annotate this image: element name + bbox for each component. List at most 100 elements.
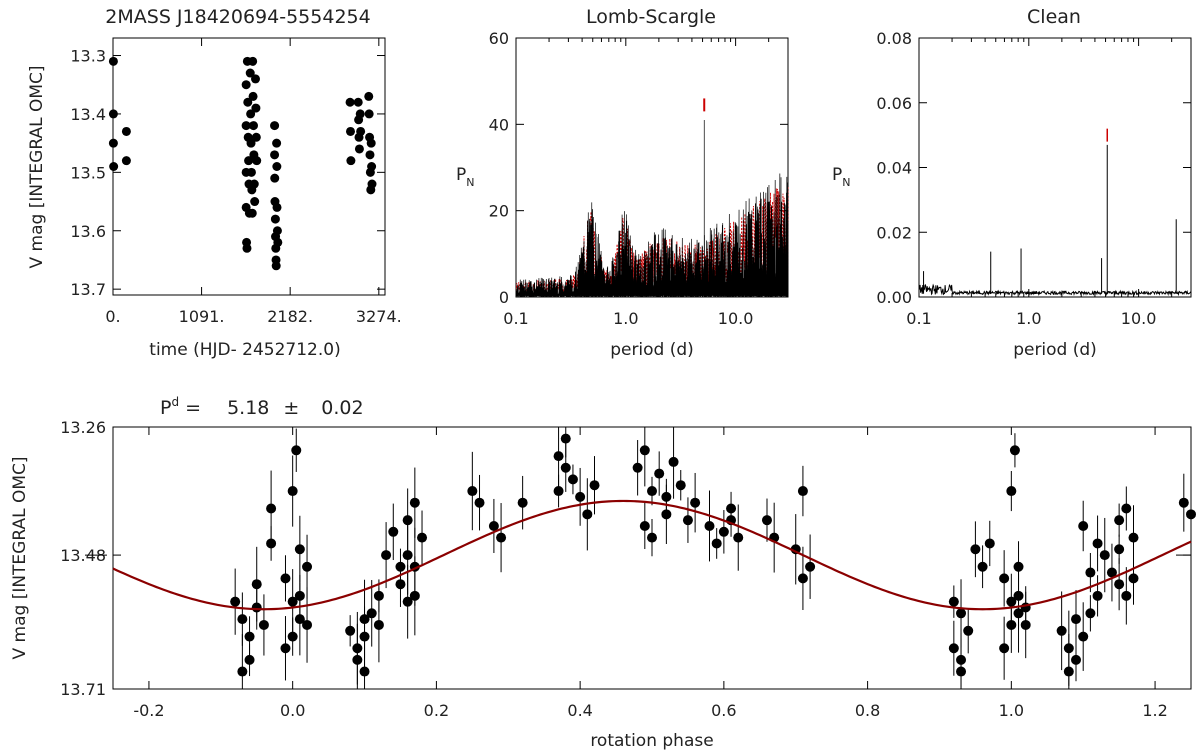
x-tick-label: 0.0 xyxy=(280,701,305,720)
phased-point xyxy=(977,561,988,572)
y-tick-label: 20 xyxy=(489,202,509,221)
y-tick-label: 60 xyxy=(489,29,509,48)
lightcurve-point xyxy=(252,156,262,166)
lightcurve-ylabel: V mag [INTEGRAL OMC] xyxy=(27,65,47,268)
phased-point xyxy=(1114,544,1125,555)
lombscargle-periodogram-line xyxy=(515,120,789,298)
phased-point xyxy=(1121,503,1132,514)
phased-point xyxy=(1121,590,1132,601)
phased-point xyxy=(1071,654,1082,665)
phased-point xyxy=(560,433,571,444)
lightcurve-point xyxy=(246,109,256,119)
x-tick-label: 3274. xyxy=(356,307,402,326)
phased-point xyxy=(1092,538,1103,549)
lightcurve-point xyxy=(251,103,261,113)
phased-point xyxy=(632,462,643,473)
phased-point xyxy=(280,643,291,654)
phased-point xyxy=(1071,614,1082,625)
phased-point xyxy=(711,538,722,549)
phased-point xyxy=(287,596,298,607)
phased-point xyxy=(1092,590,1103,601)
lightcurve-point xyxy=(273,237,283,247)
phased-point xyxy=(287,631,298,642)
phased-point xyxy=(726,503,737,514)
lightcurve-point xyxy=(354,144,364,154)
phased-point xyxy=(302,561,313,572)
phased-point xyxy=(589,480,600,491)
phased-point xyxy=(244,631,255,642)
phased-point xyxy=(553,451,564,462)
lightcurve-point xyxy=(241,80,251,90)
lightcurve-point xyxy=(121,156,131,166)
phased-point xyxy=(302,619,313,630)
lombscargle-frame xyxy=(515,37,789,298)
lombscargle-yticks: 0 20 40 60 xyxy=(489,29,788,307)
lightcurve-point xyxy=(244,156,254,166)
lightcurve-point xyxy=(367,179,377,189)
phased-point xyxy=(970,544,981,555)
phased-point xyxy=(294,544,305,555)
lightcurve-point xyxy=(251,132,261,142)
phased-panel: Pd = 5.18 ±0.02 rotation phase V mag [INTE… xyxy=(10,395,1196,751)
phased-point xyxy=(1106,567,1117,578)
phased-point xyxy=(417,532,428,543)
lightcurve-point xyxy=(108,109,118,119)
phased-xlabel: rotation phase xyxy=(590,731,713,751)
phased-point xyxy=(1085,567,1096,578)
phased-point xyxy=(1056,625,1067,636)
x-tick-label: 1.2 xyxy=(1142,701,1167,720)
phased-point xyxy=(373,590,384,601)
phased-point xyxy=(287,486,298,497)
lombscargle-ylabel: PN xyxy=(456,165,475,189)
phased-point xyxy=(654,468,665,479)
lightcurve-point xyxy=(109,162,119,171)
y-tick-label: 0.08 xyxy=(876,29,912,48)
phased-point xyxy=(797,486,808,497)
phased-point xyxy=(409,497,420,508)
y-tick-label: 13.6 xyxy=(70,222,106,241)
lightcurve-point xyxy=(270,121,280,131)
phased-yticks: 13.26 13.48 13.71 xyxy=(60,418,1191,699)
phased-point xyxy=(1128,573,1139,584)
phased-point xyxy=(567,474,578,485)
phased-point xyxy=(582,509,593,520)
phased-point xyxy=(388,526,399,537)
phased-point xyxy=(639,445,650,456)
phased-point xyxy=(999,573,1010,584)
x-tick-label: 2182. xyxy=(267,307,313,326)
phased-point xyxy=(690,497,701,508)
lightcurve-point xyxy=(270,214,280,224)
phased-point xyxy=(1099,550,1110,561)
lightcurve-point xyxy=(108,56,118,66)
lightcurve-point xyxy=(353,97,363,107)
x-tick-label: 1.0 xyxy=(613,309,638,328)
phased-point xyxy=(251,579,262,590)
phased-point xyxy=(402,596,413,607)
clean-panel: Clean period (d) PN 0.1 1.0 10.0 0.000.020… xyxy=(832,6,1192,360)
phased-point xyxy=(948,596,959,607)
lightcurve-point xyxy=(366,138,376,148)
phased-points xyxy=(230,427,1196,689)
phased-point xyxy=(1114,515,1125,526)
lightcurve-point xyxy=(364,109,374,119)
phased-point xyxy=(682,515,693,526)
phased-frame xyxy=(112,426,1192,690)
lightcurve-points xyxy=(108,56,377,271)
phased-point xyxy=(1013,561,1024,572)
phased-xticks: -0.2 0.0 0.2 0.4 0.6 0.8 1.0 1.2 xyxy=(133,427,1168,720)
lightcurve-point xyxy=(249,179,259,189)
phased-point xyxy=(395,579,406,590)
phased-point xyxy=(718,526,729,537)
lightcurve-point xyxy=(272,162,282,171)
phased-point xyxy=(733,532,744,543)
y-tick-label: 0.06 xyxy=(876,94,912,113)
lightcurve-title: 2MASS J18420694-5554254 xyxy=(105,6,370,28)
x-tick-label: 0.6 xyxy=(711,701,736,720)
phased-point xyxy=(266,538,277,549)
y-tick-label: 13.71 xyxy=(60,680,106,699)
lightcurve-point xyxy=(250,197,260,207)
lightcurve-point xyxy=(246,167,256,177)
phased-point xyxy=(496,532,507,543)
phased-sine-fit xyxy=(112,499,1192,611)
